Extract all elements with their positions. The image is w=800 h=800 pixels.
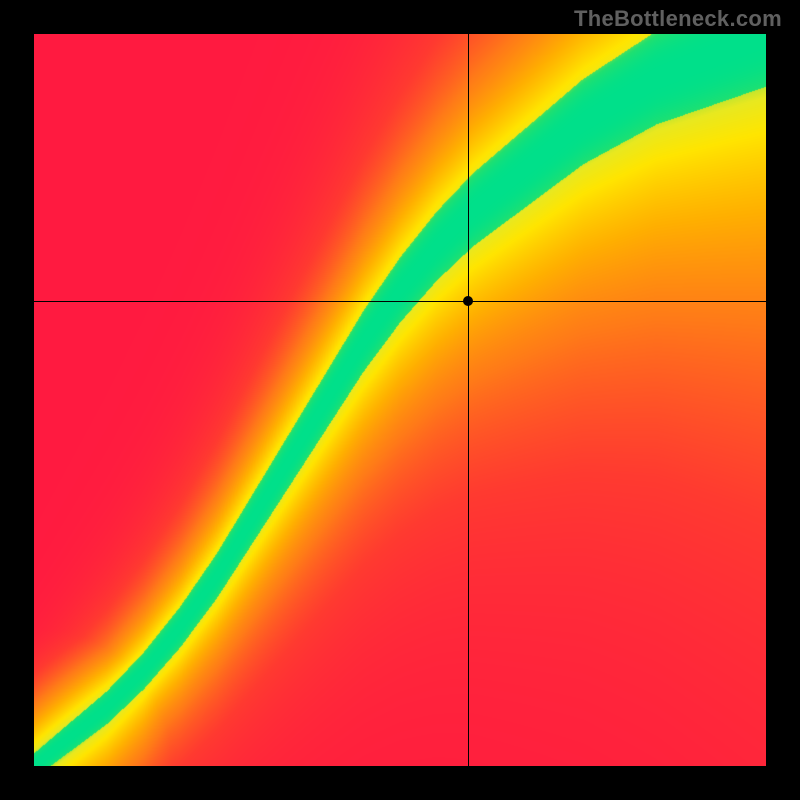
heatmap-canvas [34, 34, 766, 766]
crosshair-vertical [468, 34, 469, 766]
watermark-text: TheBottleneck.com [574, 6, 782, 32]
crosshair-horizontal [34, 301, 766, 302]
plot-frame [34, 34, 766, 766]
chart-container: TheBottleneck.com [0, 0, 800, 800]
crosshair-dot [463, 296, 473, 306]
